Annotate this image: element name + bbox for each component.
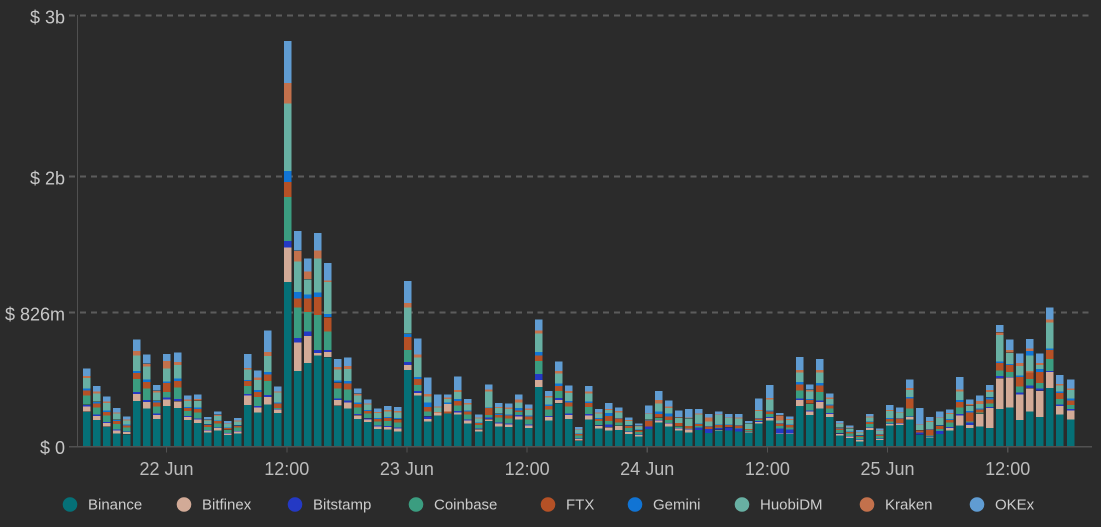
svg-text:Bitstamp: Bitstamp	[313, 497, 371, 514]
svg-text:OKEx: OKEx	[995, 497, 1035, 514]
svg-text:Gemini: Gemini	[653, 497, 701, 514]
svg-text:12:00: 12:00	[505, 459, 550, 479]
svg-text:22 Jun: 22 Jun	[139, 459, 193, 479]
svg-text:Bitfinex: Bitfinex	[202, 497, 252, 514]
svg-text:HuobiDM: HuobiDM	[760, 497, 823, 514]
svg-text:$ 3b: $ 3b	[30, 8, 65, 28]
svg-text:23 Jun: 23 Jun	[380, 459, 434, 479]
svg-text:Binance: Binance	[88, 497, 142, 514]
svg-text:Kraken: Kraken	[885, 497, 933, 514]
svg-text:Coinbase: Coinbase	[434, 497, 497, 514]
svg-text:$ 826m: $ 826m	[5, 305, 65, 325]
svg-text:12:00: 12:00	[264, 459, 309, 479]
svg-text:$ 0: $ 0	[40, 438, 65, 458]
svg-text:FTX: FTX	[566, 497, 594, 514]
svg-text:$ 2b: $ 2b	[30, 169, 65, 189]
svg-text:24 Jun: 24 Jun	[620, 459, 674, 479]
svg-text:25 Jun: 25 Jun	[860, 459, 914, 479]
svg-text:12:00: 12:00	[985, 459, 1030, 479]
svg-text:12:00: 12:00	[745, 459, 790, 479]
